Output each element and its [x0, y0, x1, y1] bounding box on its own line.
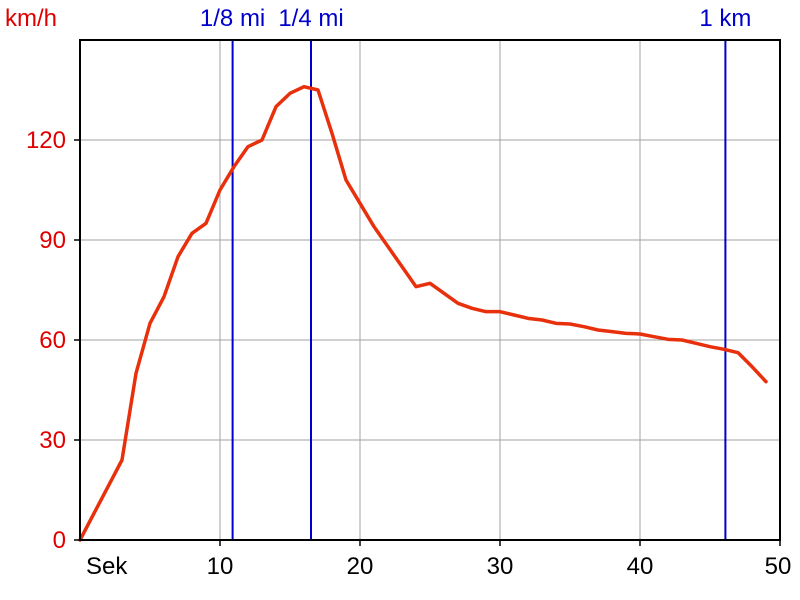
y-tick-label: 90	[39, 227, 66, 254]
axis-ticks: 10 20 30 40 50 0 30 60 90 120	[26, 127, 791, 580]
x-tick-label: 50	[765, 553, 792, 580]
x-tick-label: 20	[347, 553, 374, 580]
distance-marker-label: 1/4 mi	[278, 5, 343, 32]
x-axis-unit-label: Sek	[86, 553, 128, 580]
x-tick-label: 30	[487, 553, 514, 580]
y-tick-label: 120	[26, 127, 66, 154]
speed-series-line	[78, 84, 768, 542]
y-tick-label: 60	[39, 327, 66, 354]
y-tick-label: 0	[53, 527, 66, 554]
x-tick-label: 40	[627, 553, 654, 580]
distance-marker-label: 1 km	[699, 5, 751, 32]
grid	[80, 40, 780, 540]
distance-markers: 1/8 mi 1/4 mi 1 km	[200, 5, 751, 540]
x-tick-label: 10	[207, 553, 234, 580]
y-axis-unit-label: km/h	[5, 5, 57, 32]
y-tick-label: 30	[39, 427, 66, 454]
distance-marker-label: 1/8 mi	[200, 5, 265, 32]
plot-frame	[79, 39, 781, 541]
